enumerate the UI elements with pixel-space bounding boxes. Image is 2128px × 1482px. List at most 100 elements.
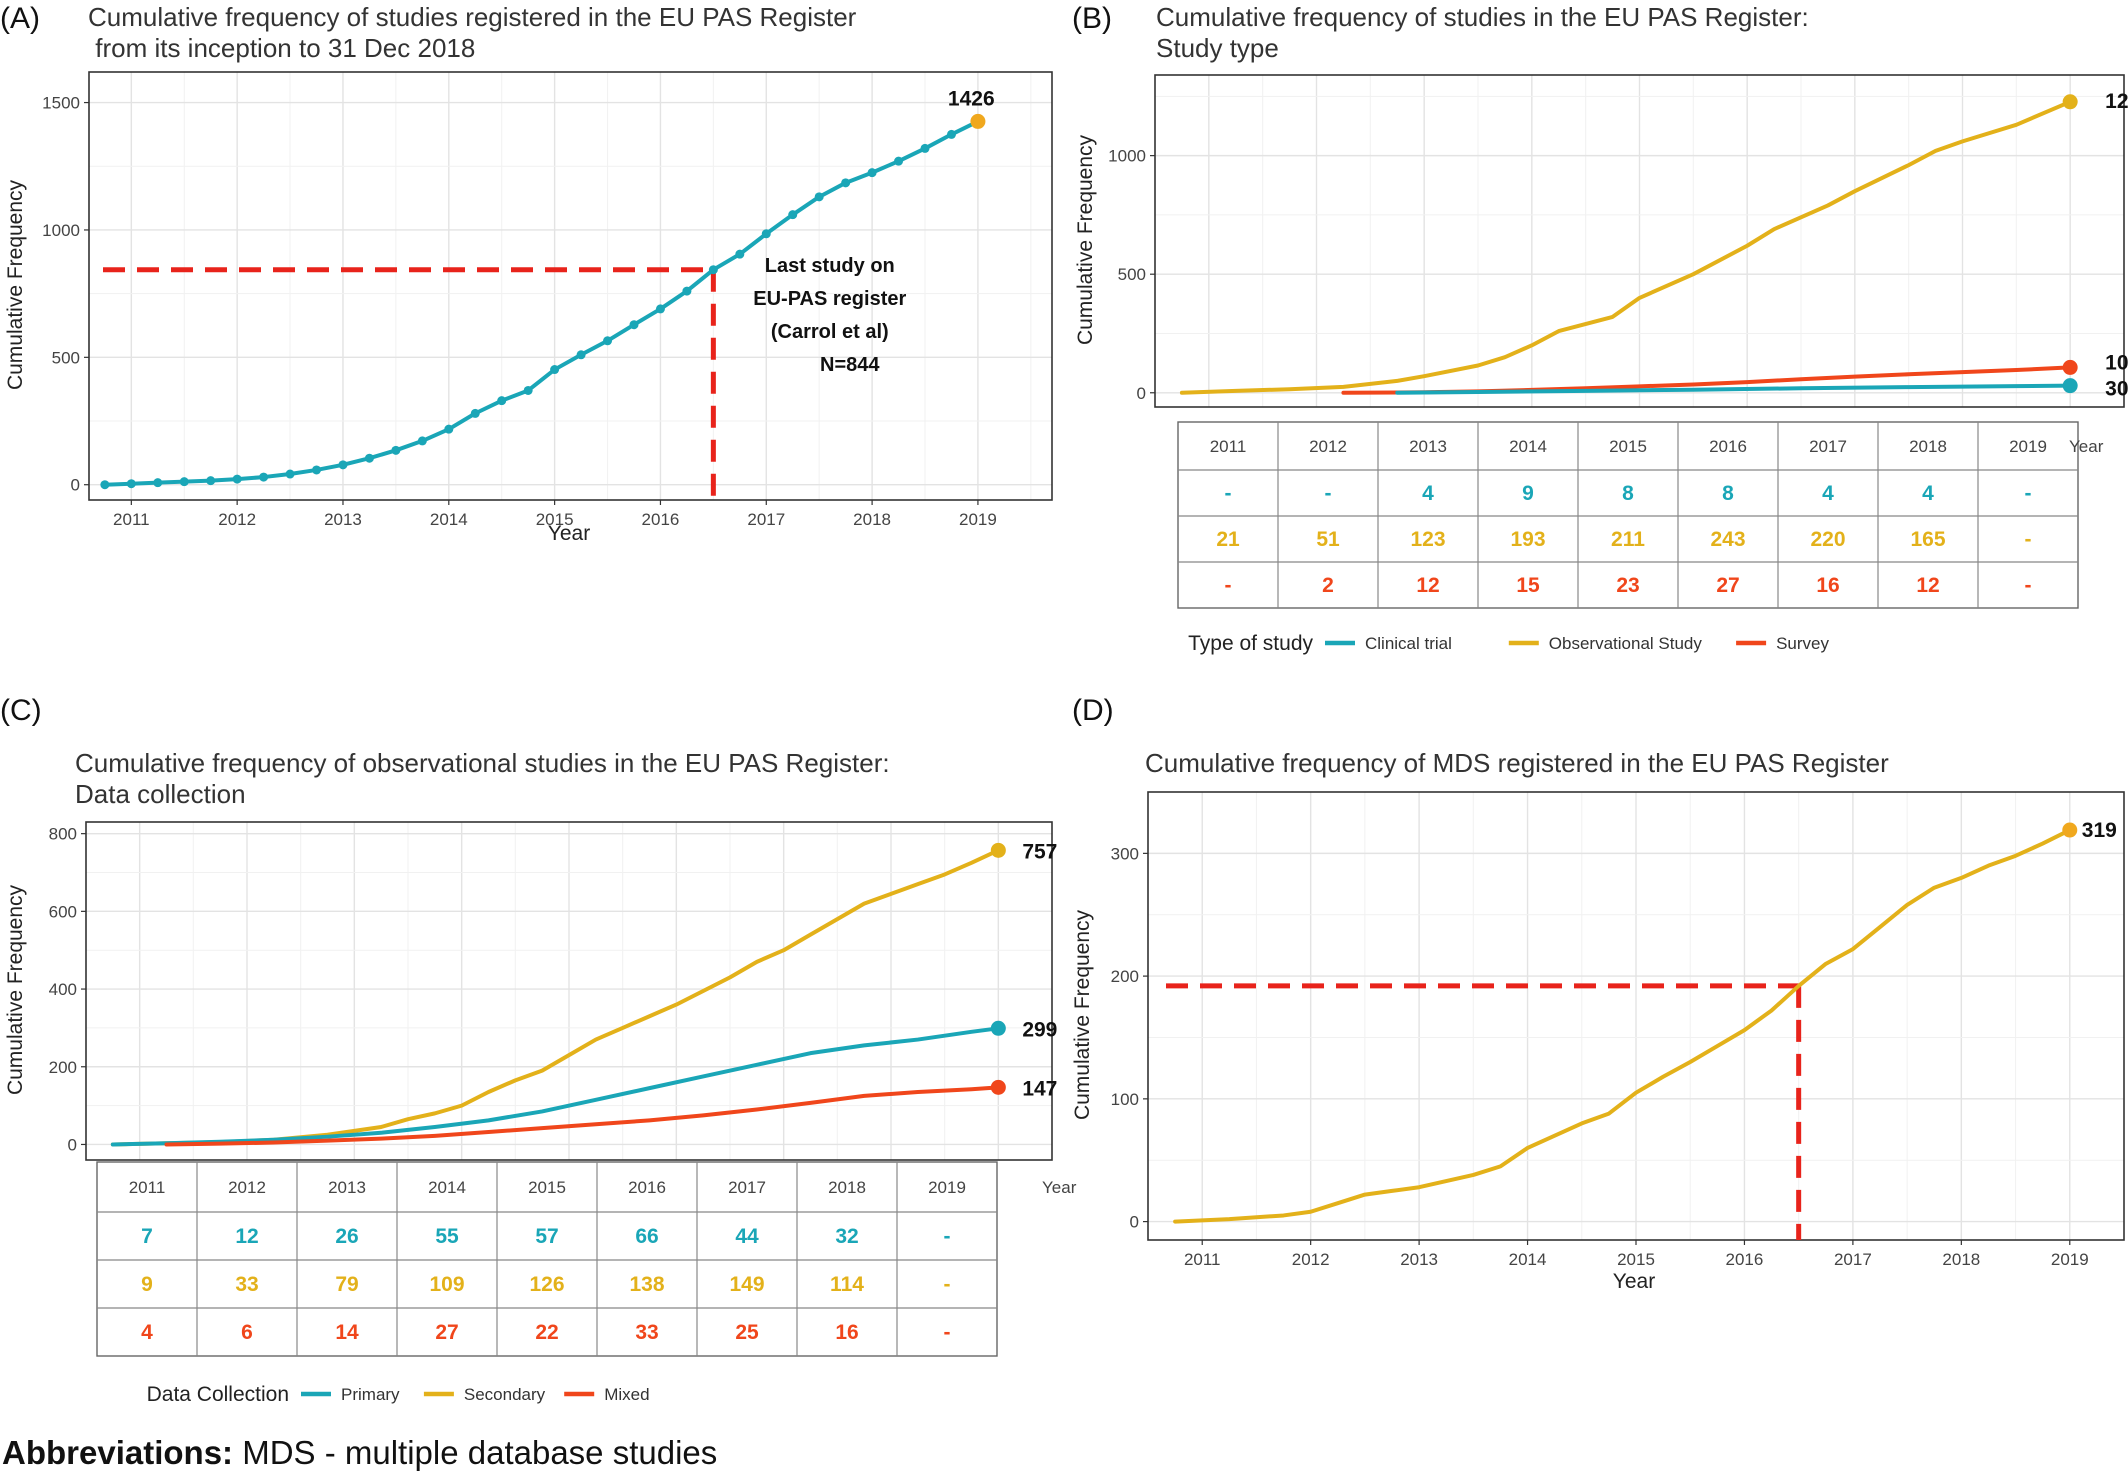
- y-axis-label: Cumulative Frequency: [4, 179, 27, 390]
- table-cell: 15: [1516, 574, 1540, 597]
- table-cell: 138: [629, 1273, 664, 1296]
- x-tick-label: 2017: [747, 510, 785, 529]
- series-endpoint-0: [970, 113, 986, 129]
- series-line-1: [1179, 99, 2073, 395]
- data-point: [470, 408, 480, 418]
- table-cell: 33: [235, 1273, 258, 1296]
- table-cell: 33: [635, 1321, 658, 1344]
- data-point: [682, 286, 692, 296]
- data-point: [603, 336, 613, 346]
- panel-b-title: Cumulative frequency of studies in the E…: [1156, 2, 1809, 63]
- data-point: [708, 265, 718, 275]
- panel-d-letter: (D): [1072, 694, 1114, 727]
- series-end-label: 1426: [948, 87, 995, 110]
- x-tick-label: 2018: [853, 510, 891, 529]
- annotation-line: Last study on: [765, 255, 895, 277]
- data-point: [523, 385, 533, 395]
- series-line-0: [102, 119, 980, 487]
- series-end-label-2: 147: [1022, 1077, 1057, 1100]
- table-cell: 4: [1922, 482, 1934, 505]
- data-point: [179, 477, 189, 487]
- y-tick-label: 500: [52, 348, 80, 367]
- series-end-label-1: 757: [1022, 840, 1057, 863]
- x-tick-label: 2016: [642, 510, 680, 529]
- data-point: [153, 478, 163, 488]
- table-cell: 220: [1810, 528, 1845, 551]
- table-cell: 25: [735, 1321, 759, 1344]
- x-tick-label: 2015: [536, 510, 574, 529]
- data-point: [312, 465, 322, 475]
- legend-title: Data Collection: [147, 1383, 289, 1406]
- y-axis-label: Cumulative Frequency: [4, 884, 27, 1095]
- table-header-cell: 2017: [1809, 437, 1847, 456]
- table-year-label: Year: [2069, 437, 2104, 456]
- table-header-cell: 2015: [528, 1178, 566, 1197]
- table-cell: 66: [635, 1225, 658, 1248]
- table-cell: 79: [335, 1273, 358, 1296]
- table-cell: 193: [1510, 528, 1545, 551]
- table-cell: -: [944, 1225, 951, 1248]
- plot-frame: [1154, 74, 2125, 408]
- data-point: [629, 320, 639, 330]
- series-line-0: [1173, 828, 2072, 1224]
- table-cell: 14: [335, 1321, 359, 1344]
- y-tick-label: 400: [49, 980, 77, 999]
- table-cell: 211: [1611, 528, 1645, 551]
- table-frame: [96, 1161, 998, 1357]
- table-cell: 2: [1322, 574, 1334, 597]
- table-header-cell: 2016: [1709, 437, 1747, 456]
- legend-label-2: Survey: [1776, 634, 1829, 653]
- x-axis-label: Year: [548, 522, 590, 545]
- table-year-label: Year: [1042, 1178, 1077, 1197]
- panel-c-title: Cumulative frequency of observational st…: [75, 748, 890, 809]
- panel-b-letter: (B): [1072, 2, 1112, 35]
- table-header-cell: 2018: [828, 1178, 866, 1197]
- y-axis-label: Cumulative Frequency: [1074, 134, 1097, 345]
- table-cell: -: [2025, 528, 2032, 551]
- table-cell: 51: [1316, 528, 1340, 551]
- data-point: [285, 469, 295, 479]
- x-tick-label: 2019: [2051, 1250, 2089, 1269]
- series-end-label-0: 299: [1022, 1018, 1057, 1041]
- series-endpoint-2: [2062, 359, 2078, 375]
- data-point: [735, 249, 745, 259]
- panel-d-title: Cumulative frequency of MDS registered i…: [1145, 748, 1889, 778]
- table-cell: -: [944, 1321, 951, 1344]
- table-cell: -: [2025, 482, 2032, 505]
- legend-label-1: Secondary: [464, 1385, 546, 1404]
- panel-a-title: Cumulative frequency of studies register…: [88, 2, 857, 63]
- table-header-cell: 2014: [1509, 437, 1547, 456]
- data-point: [338, 460, 348, 470]
- x-tick-label: 2011: [1184, 1250, 1221, 1269]
- table-cell: 126: [529, 1273, 564, 1296]
- y-tick-label: 1500: [42, 94, 80, 113]
- table-cell: -: [1325, 482, 1332, 505]
- table-cell: 243: [1710, 528, 1745, 551]
- data-point: [364, 453, 374, 463]
- table-cell: 12: [1416, 574, 1439, 597]
- legend-label-0: Clinical trial: [1365, 634, 1452, 653]
- data-point: [497, 396, 507, 406]
- data-point: [391, 445, 401, 455]
- y-axis-label: Cumulative Frequency: [1071, 909, 1094, 1120]
- series-endpoint-1: [2062, 94, 2078, 110]
- table-header-cell: 2013: [1409, 437, 1447, 456]
- series-line-2: [164, 1085, 1001, 1147]
- table-cell: 7: [141, 1225, 153, 1248]
- abbreviations-text: MDS - multiple database studies: [233, 1434, 718, 1471]
- abbreviations-label: Abbreviations:: [2, 1434, 234, 1471]
- abbreviations-footnote: Abbreviations: MDS - multiple database s…: [2, 1434, 717, 1472]
- data-point: [232, 474, 242, 484]
- table-cell: -: [1225, 574, 1232, 597]
- data-point: [814, 192, 824, 202]
- legend-label-1: Observational Study: [1549, 634, 1703, 653]
- table-header-cell: 2011: [1210, 437, 1247, 456]
- table-cell: 23: [1616, 574, 1639, 597]
- panel-c-letter: (C): [0, 694, 42, 727]
- plot-frame: [88, 71, 1053, 501]
- table-header-cell: 2012: [1309, 437, 1347, 456]
- x-tick-label: 2013: [1400, 1250, 1438, 1269]
- y-tick-label: 0: [68, 1135, 77, 1154]
- table-cell: 114: [830, 1273, 864, 1296]
